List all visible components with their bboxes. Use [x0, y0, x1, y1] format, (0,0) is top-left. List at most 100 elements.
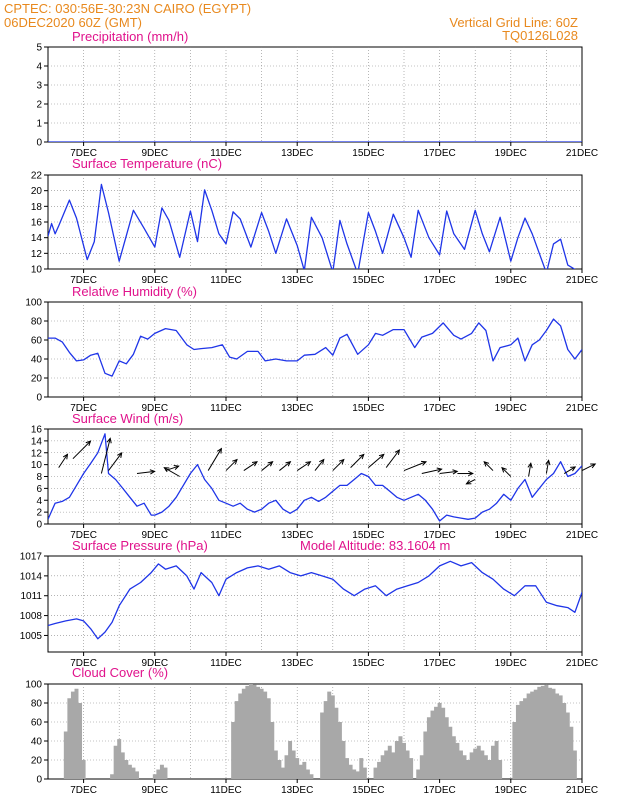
cloud-bar [152, 774, 157, 779]
cloud-title: Cloud Cover (%) [72, 665, 168, 680]
wind-arrow-head [305, 461, 312, 467]
rh-ytick-label: 20 [31, 374, 43, 385]
wind-arrow [207, 447, 222, 471]
cloud-xtick-label: 11DEC [210, 785, 242, 796]
wind-arrow-shaft [545, 460, 550, 474]
cloud-bar [345, 758, 350, 779]
cloud-bar [555, 693, 560, 779]
wind-arrow-head [420, 460, 428, 466]
cloud-bar [323, 701, 328, 779]
wind-arrow [465, 479, 476, 485]
wind-arrow-head [394, 449, 401, 455]
wind-arrow [58, 453, 69, 468]
cloud-frame [47, 683, 583, 780]
pressure-xtick-label: 15DEC [352, 658, 384, 669]
cloud-bar [409, 758, 414, 779]
cloud-bar [444, 717, 449, 779]
wind-arrow-shaft [350, 454, 365, 468]
cloud-bar [302, 761, 307, 779]
cloud-bar [248, 684, 253, 779]
wind-arrow-head [590, 463, 597, 469]
cloud-bar [298, 764, 303, 779]
temp-panel: 10 12 14 16 18 20 22 7DEC 9DEC 11DEC 13DEC 15DEC 17D… [31, 156, 598, 286]
cloud-bar [416, 769, 421, 779]
pressure-xtick-label: 7DEC [70, 658, 97, 669]
wind-arrow-head [106, 437, 112, 444]
wind-arrow-head [319, 458, 325, 465]
wind-arrow-head [173, 465, 180, 471]
cloud-bar [476, 745, 481, 779]
wind-arrow-head [545, 459, 551, 466]
cloud-bar [455, 742, 460, 779]
wind-arrow-head [483, 460, 490, 467]
wind-arrow-head [149, 469, 156, 475]
cloud-bar [135, 771, 139, 779]
wind-arrow [136, 469, 156, 475]
cloud-bar [277, 760, 282, 779]
temp-xtick-label: 17DEC [423, 275, 455, 286]
cloud-bar [78, 703, 83, 779]
temp-xtick-label: 19DEC [495, 275, 527, 286]
wind-arrow-shaft [483, 461, 494, 471]
wind-arrow-head [62, 453, 69, 460]
cloud-bar [437, 703, 442, 779]
cloud-bar [110, 774, 115, 779]
rh-ytick-label: 100 [25, 298, 42, 309]
cloud-bar [362, 767, 367, 779]
cloud-bar [569, 726, 574, 779]
wind-arrow-head [570, 466, 577, 472]
temp-ytick-label: 10 [31, 265, 43, 276]
wind-xtick-label: 9DEC [141, 530, 168, 541]
cloud-bar [483, 755, 488, 779]
rh-xtick-label: 15DEC [352, 403, 384, 414]
cloud-bar [537, 686, 542, 779]
cloud-bar [74, 688, 79, 779]
cloud-ytick-label: 80 [31, 699, 43, 710]
cloud-xtick-label: 13DEC [281, 785, 313, 796]
wind-arrow [501, 466, 512, 477]
cloud-bar [572, 750, 577, 779]
temp-xtick-label: 7DEC [70, 275, 97, 286]
pressure-frame [47, 555, 583, 653]
wind-arrow-shaft [296, 461, 311, 471]
temp-title: Surface Temperature (nC) [72, 156, 222, 171]
wind-arrow-head [163, 467, 170, 473]
rh-series-line [48, 318, 582, 377]
temp-ytick-label: 22 [31, 171, 43, 182]
header-model-id: TQ0126L028 [502, 28, 578, 43]
cloud-bar [284, 755, 289, 779]
precip-xtick-label: 9DEC [141, 148, 168, 159]
cloud-bar [512, 722, 517, 779]
wind-arrow-shaft [466, 479, 476, 485]
cloud-bar [423, 731, 428, 779]
precip-xtick-label: 13DEC [281, 148, 313, 159]
precip-xtick-label: 17DEC [423, 148, 455, 159]
cloud-xtick-label: 9DEC [141, 785, 168, 796]
cloud-bar [402, 742, 406, 779]
pressure-ytick-label: 1017 [20, 552, 43, 563]
wind-arrow-shaft [385, 449, 400, 468]
wind-arrow-head [267, 461, 274, 467]
cloud-bar [124, 760, 129, 779]
cloud-bar [305, 769, 310, 779]
pressure-xtick-label: 13DEC [281, 658, 313, 669]
cloud-bar [523, 698, 528, 779]
cloud-bar [320, 712, 325, 779]
cloud-bar [544, 684, 549, 779]
wind-arrow [350, 453, 365, 468]
cloud-bar [380, 755, 385, 779]
rh-xtick-label: 17DEC [423, 403, 455, 414]
cloud-bar [448, 726, 453, 779]
wind-ytick-label: 16 [31, 425, 43, 436]
wind-arrow [545, 459, 551, 474]
cloud-bar [466, 760, 471, 779]
temp-xtick-label: 11DEC [210, 275, 242, 286]
cloud-bar [270, 722, 275, 779]
wind-arrow [368, 453, 385, 468]
wind-ytick-label: 10 [31, 460, 43, 471]
cloud-bar [241, 688, 246, 779]
cloud-ytick-label: 60 [31, 718, 43, 729]
pressure-xtick-label: 9DEC [141, 658, 168, 669]
wind-arrow-shaft [332, 459, 345, 471]
cloud-bar [359, 758, 364, 779]
